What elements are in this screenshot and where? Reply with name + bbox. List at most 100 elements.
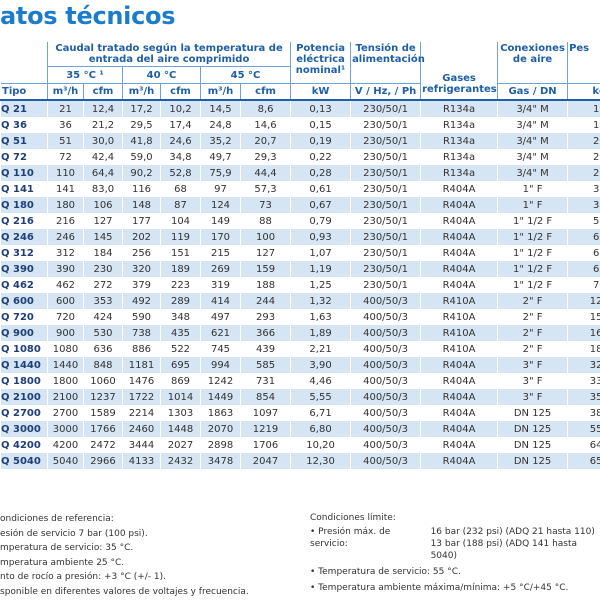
value-cell: 2460 [122, 421, 161, 437]
model-cell: Q 51 [0, 133, 48, 149]
value-cell: 42,4 [83, 149, 123, 165]
value-cell: R404A [420, 245, 498, 261]
table-row: Q 1800 1800 1060 1476 869 1242 731 4,46 400/50/3… [0, 373, 600, 389]
value-cell: 400/50/3 [350, 325, 421, 341]
value-cell: 34,8 [160, 149, 201, 165]
value-cell: 64,4 [83, 165, 123, 181]
value-cell: 640 [567, 437, 600, 453]
table-body: Q 21 21 12,4 17,2 10,2 14,5 8,6 0,13 230/50/1 R13… [0, 100, 600, 469]
note-item: esión de servicio 7 bar (100 psi). [0, 528, 148, 539]
value-cell: 35,2 [200, 133, 241, 149]
value-cell: 1,32 [290, 293, 351, 309]
value-cell: 87 [160, 197, 201, 213]
table-row: Q 720 720 424 590 348 497 293 1,63 400/50/3 R410A… [0, 309, 600, 325]
value-cell: 59,0 [122, 149, 161, 165]
value-cell: 127 [83, 213, 123, 229]
table-row: Q 3000 3000 1766 2460 1448 2070 1219 6,80 400/50… [0, 421, 600, 437]
value-cell: 5,55 [290, 389, 351, 405]
unit-header: cfm [83, 83, 123, 101]
blank-header [0, 42, 48, 67]
column-header: Pes [567, 42, 600, 84]
unit-header: V / Hz, / Ph [350, 83, 421, 101]
value-cell: 17,2 [122, 100, 161, 117]
value-cell: 3" F [497, 389, 568, 405]
value-cell: 0,13 [290, 100, 351, 117]
table-row: Q 2100 2100 1237 1722 1014 1449 854 5,55 400/50/… [0, 389, 600, 405]
value-cell: 289 [160, 293, 201, 309]
value-cell: 3478 [200, 453, 241, 469]
value-cell: 530 [83, 325, 123, 341]
value-cell: 400/50/3 [350, 421, 421, 437]
value-cell: 19 [567, 100, 600, 117]
value-cell: 145 [83, 229, 123, 245]
value-cell: 29,3 [239, 149, 291, 165]
value-cell: 230/50/1 [350, 277, 421, 293]
value-cell: 230/50/1 [350, 165, 421, 181]
value-cell: 21 [47, 100, 84, 117]
value-cell: 188 [239, 277, 291, 293]
value-cell: 2" F [497, 293, 568, 309]
value-cell: 1" F [497, 181, 568, 197]
value-cell: 550 [567, 421, 600, 437]
value-cell: 621 [200, 325, 241, 341]
value-cell: 21 [567, 165, 600, 181]
value-cell: 2700 [47, 405, 84, 421]
model-cell: Q 720 [0, 309, 48, 325]
value-cell: 72 [47, 149, 84, 165]
reference-notes: ondiciones de referencia: esión de servi… [0, 512, 249, 599]
unit-header: m³/h [47, 83, 84, 101]
value-cell: 293 [239, 309, 291, 325]
value-cell: 68 [160, 181, 201, 197]
table-row: Q 72 72 42,4 59,0 34,8 49,7 29,3 0,22 230/50/1 R1… [0, 149, 600, 165]
model-cell: Q 216 [0, 213, 48, 229]
value-cell: 66 [567, 261, 600, 277]
value-cell: 230/50/1 [350, 213, 421, 229]
table-row: Q 1440 1440 848 1181 695 994 585 3,90 400/50/3 R4… [0, 357, 600, 373]
value-cell: R134a [420, 133, 498, 149]
value-cell: DN 125 [497, 421, 568, 437]
value-cell: 36 [47, 117, 84, 133]
column-header: Conexiones de aire [497, 42, 568, 84]
value-cell: 994 [200, 357, 241, 373]
value-cell: 14,6 [239, 117, 291, 133]
value-cell: 1" 1/2 F [497, 261, 568, 277]
value-cell: 230/50/1 [350, 149, 421, 165]
value-cell: DN 125 [497, 437, 568, 453]
table-row: Q 246 246 145 202 119 170 100 0,93 230/50/1 R404A… [0, 229, 600, 245]
value-cell: 400/50/3 [350, 405, 421, 421]
value-cell: 1" F [497, 197, 568, 213]
model-cell: Q 1080 [0, 341, 48, 357]
value-cell: 4133 [122, 453, 161, 469]
value-cell: R404A [420, 229, 498, 245]
value-cell: R134a [420, 117, 498, 133]
value-cell: 1080 [47, 341, 84, 357]
value-cell: 1" 1/2 F [497, 213, 568, 229]
value-cell: 215 [200, 245, 241, 261]
value-cell: 1097 [239, 405, 291, 421]
value-cell: 380 [567, 405, 600, 421]
value-cell: 1" 1/2 F [497, 229, 568, 245]
value-cell: 2966 [83, 453, 123, 469]
value-cell: 3/4" M [497, 149, 568, 165]
note-item: mperatura ambiente 25 °C. [0, 557, 125, 568]
value-cell: 1303 [160, 405, 201, 421]
value-cell: 106 [83, 197, 123, 213]
note-item: • Temperatura de servicio: 55 °C. [310, 567, 461, 577]
table-row: Q 51 51 30,0 41,8 24,6 35,2 20,7 0,19 230/50/1 R1… [0, 133, 600, 149]
value-cell: 1,89 [290, 325, 351, 341]
value-cell: 1,19 [290, 261, 351, 277]
model-cell: Q 900 [0, 325, 48, 341]
value-cell: 2" F [497, 325, 568, 341]
page-title: atos técnicos [0, 2, 176, 30]
notes-title: ondiciones de referencia: [0, 514, 114, 524]
pressure-value: 13 bar (188 psi) (ADQ 141 hasta 5040) [430, 539, 578, 561]
value-cell: 97 [200, 181, 241, 197]
value-cell: 44,4 [239, 165, 291, 181]
value-cell: 1449 [200, 389, 241, 405]
value-cell: 0,15 [290, 117, 351, 133]
value-cell: R134a [420, 165, 498, 181]
value-cell: 590 [122, 309, 161, 325]
value-cell: 390 [47, 261, 84, 277]
value-cell: 585 [239, 357, 291, 373]
